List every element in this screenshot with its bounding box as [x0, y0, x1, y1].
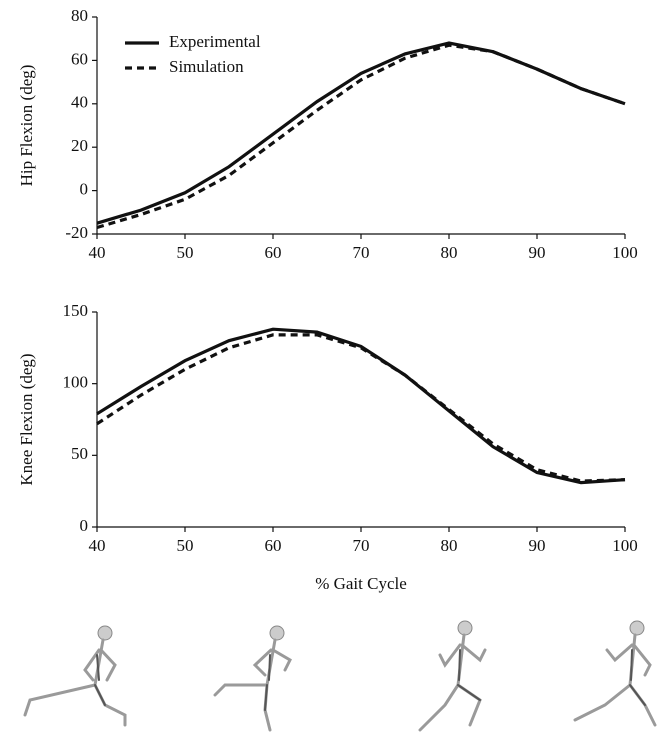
line-series [96, 43, 626, 230]
legend-label: Simulation [169, 57, 244, 76]
y-tick-label: 60 [71, 49, 88, 68]
x-tick-label: 60 [265, 243, 282, 262]
y-tick-label: 80 [71, 6, 88, 25]
x-tick-label: 40 [89, 243, 106, 262]
y-tick-label: 20 [71, 136, 88, 155]
skeleton [23, 625, 127, 727]
skeleton-frames [23, 620, 657, 732]
x-tick-label: 60 [265, 536, 282, 555]
y-tick-label: 150 [63, 301, 89, 320]
skeleton [573, 620, 657, 727]
line-series [96, 333, 626, 483]
y-tick-label: -20 [65, 223, 88, 242]
x-tick-label: 80 [441, 536, 458, 555]
y-tick-label: 0 [80, 180, 89, 199]
x-tick-label: 100 [612, 536, 638, 555]
y-tick-label: 0 [80, 516, 89, 535]
y-tick-label: 50 [71, 444, 88, 463]
x-tick-label: 70 [353, 536, 370, 555]
x-axis-label: % Gait Cycle [315, 574, 407, 593]
legend-label: Experimental [169, 32, 261, 51]
x-tick-label: 50 [177, 243, 194, 262]
y-tick-label: 40 [71, 93, 88, 112]
x-tick-label: 40 [89, 536, 106, 555]
y-axis-label: Hip Flexion (deg) [17, 65, 36, 187]
skeleton [213, 625, 292, 732]
x-tick-label: 90 [529, 243, 546, 262]
x-tick-label: 50 [177, 536, 194, 555]
y-axis-label: Knee Flexion (deg) [17, 353, 36, 485]
x-tick-label: 100 [612, 243, 638, 262]
x-tick-label: 70 [353, 243, 370, 262]
skeleton [418, 620, 487, 732]
x-tick-label: 80 [441, 243, 458, 262]
line-series [96, 327, 626, 485]
y-tick-label: 100 [63, 373, 89, 392]
x-tick-label: 90 [529, 536, 546, 555]
